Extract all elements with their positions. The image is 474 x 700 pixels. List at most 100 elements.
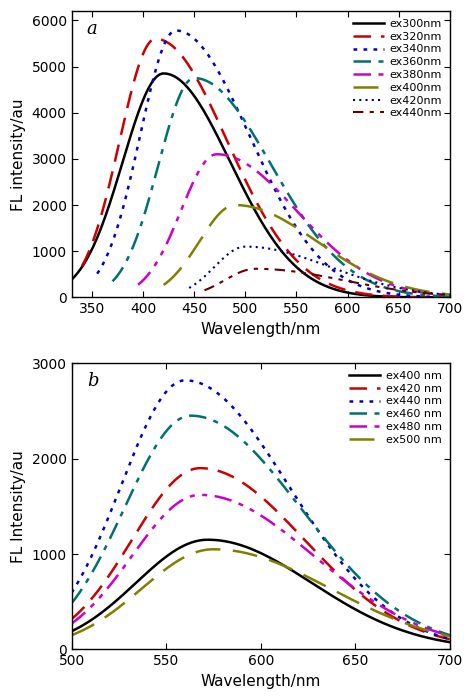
ex420nm bbox=[186, 284, 192, 292]
ex400 nm bbox=[380, 619, 385, 627]
ex400nm bbox=[297, 226, 303, 234]
ex320nm bbox=[255, 199, 260, 208]
ex360nm bbox=[109, 277, 115, 286]
ex340nm bbox=[94, 270, 100, 278]
ex440 nm bbox=[274, 463, 280, 472]
ex400nm bbox=[161, 281, 166, 289]
ex300nm bbox=[438, 293, 444, 302]
ex360nm bbox=[387, 285, 392, 293]
Line: ex440nm: ex440nm bbox=[204, 269, 450, 295]
ex420 nm bbox=[69, 615, 74, 623]
ex400nm bbox=[316, 239, 322, 247]
ex480 nm bbox=[447, 631, 453, 640]
ex300nm bbox=[295, 264, 301, 272]
ex420nm bbox=[441, 290, 447, 299]
ex420 nm bbox=[249, 485, 255, 494]
Legend: ex400 nm, ex420 nm, ex440 nm, ex460 nm, ex480 nm, ex500 nm: ex400 nm, ex420 nm, ex440 nm, ex460 nm, … bbox=[347, 369, 444, 447]
ex420nm bbox=[243, 242, 248, 251]
ex440nm bbox=[441, 290, 447, 299]
Y-axis label: FL intensity/au: FL intensity/au bbox=[11, 98, 26, 211]
ex400 nm bbox=[249, 545, 255, 554]
ex320nm bbox=[299, 261, 304, 270]
ex460 nm bbox=[274, 474, 280, 482]
ex460 nm bbox=[188, 412, 193, 420]
ex300nm bbox=[69, 275, 74, 284]
ex420nm bbox=[342, 268, 347, 277]
ex340nm bbox=[305, 239, 310, 248]
ex380nm bbox=[135, 281, 141, 289]
ex480 nm bbox=[274, 522, 280, 531]
Line: ex440 nm: ex440 nm bbox=[72, 380, 450, 639]
ex360nm bbox=[191, 74, 197, 83]
ex360nm bbox=[293, 202, 299, 210]
ex420 nm bbox=[380, 606, 385, 615]
ex500 nm bbox=[69, 631, 74, 639]
ex420nm bbox=[328, 263, 334, 272]
ex420 nm bbox=[274, 508, 280, 516]
ex480 nm bbox=[295, 538, 301, 547]
ex300nm bbox=[380, 292, 385, 300]
ex400 nm bbox=[438, 636, 444, 645]
ex340nm bbox=[384, 289, 390, 298]
ex400 nm bbox=[205, 536, 211, 544]
Line: ex500 nm: ex500 nm bbox=[72, 550, 450, 636]
Line: ex360nm: ex360nm bbox=[112, 78, 450, 297]
ex380nm bbox=[392, 281, 397, 290]
ex320nm bbox=[381, 292, 387, 300]
ex340nm bbox=[263, 166, 268, 174]
ex320nm bbox=[257, 204, 263, 212]
Line: ex300nm: ex300nm bbox=[72, 74, 450, 298]
ex460 nm bbox=[438, 628, 444, 636]
Line: ex400nm: ex400nm bbox=[164, 205, 450, 295]
ex400 nm bbox=[295, 570, 301, 578]
X-axis label: Wavelength/nm: Wavelength/nm bbox=[201, 674, 321, 689]
ex380nm bbox=[284, 196, 290, 204]
ex340nm bbox=[264, 170, 270, 178]
ex460 nm bbox=[380, 594, 385, 603]
ex440 nm bbox=[380, 601, 385, 609]
ex480 nm bbox=[198, 491, 203, 499]
Line: ex460 nm: ex460 nm bbox=[72, 416, 450, 635]
ex440nm bbox=[201, 286, 207, 295]
ex480 nm bbox=[251, 508, 257, 516]
Line: ex380nm: ex380nm bbox=[138, 154, 450, 295]
ex500 nm bbox=[447, 632, 453, 640]
ex360nm bbox=[439, 292, 445, 300]
Line: ex340nm: ex340nm bbox=[97, 31, 450, 298]
ex480 nm bbox=[438, 629, 444, 638]
ex440 nm bbox=[447, 635, 453, 643]
ex500 nm bbox=[251, 551, 257, 559]
ex320nm bbox=[153, 34, 158, 43]
ex420nm bbox=[312, 258, 318, 266]
ex460 nm bbox=[249, 445, 255, 454]
ex380nm bbox=[440, 290, 446, 299]
ex440 nm bbox=[295, 495, 301, 503]
ex500 nm bbox=[380, 610, 385, 618]
ex300nm bbox=[274, 241, 280, 249]
Text: a: a bbox=[87, 20, 98, 38]
ex400nm bbox=[299, 227, 305, 235]
ex400 nm bbox=[274, 557, 280, 566]
ex340nm bbox=[439, 293, 445, 301]
ex360nm bbox=[273, 168, 278, 176]
ex500 nm bbox=[295, 568, 301, 576]
Line: ex480 nm: ex480 nm bbox=[72, 495, 450, 636]
ex320nm bbox=[439, 293, 445, 302]
ex480 nm bbox=[380, 603, 385, 611]
ex340nm bbox=[286, 211, 292, 219]
ex460 nm bbox=[251, 447, 257, 456]
ex480 nm bbox=[249, 506, 255, 514]
ex300nm bbox=[251, 205, 257, 214]
ex500 nm bbox=[438, 630, 444, 638]
ex340nm bbox=[447, 293, 453, 302]
ex420nm bbox=[401, 285, 406, 293]
ex460 nm bbox=[69, 599, 74, 608]
ex500 nm bbox=[249, 550, 255, 559]
ex380nm bbox=[321, 235, 327, 244]
ex380nm bbox=[214, 150, 219, 158]
ex500 nm bbox=[274, 559, 280, 567]
ex340nm bbox=[173, 27, 179, 35]
ex480 nm bbox=[69, 620, 74, 628]
ex400nm bbox=[441, 290, 447, 298]
ex400 nm bbox=[251, 546, 257, 554]
